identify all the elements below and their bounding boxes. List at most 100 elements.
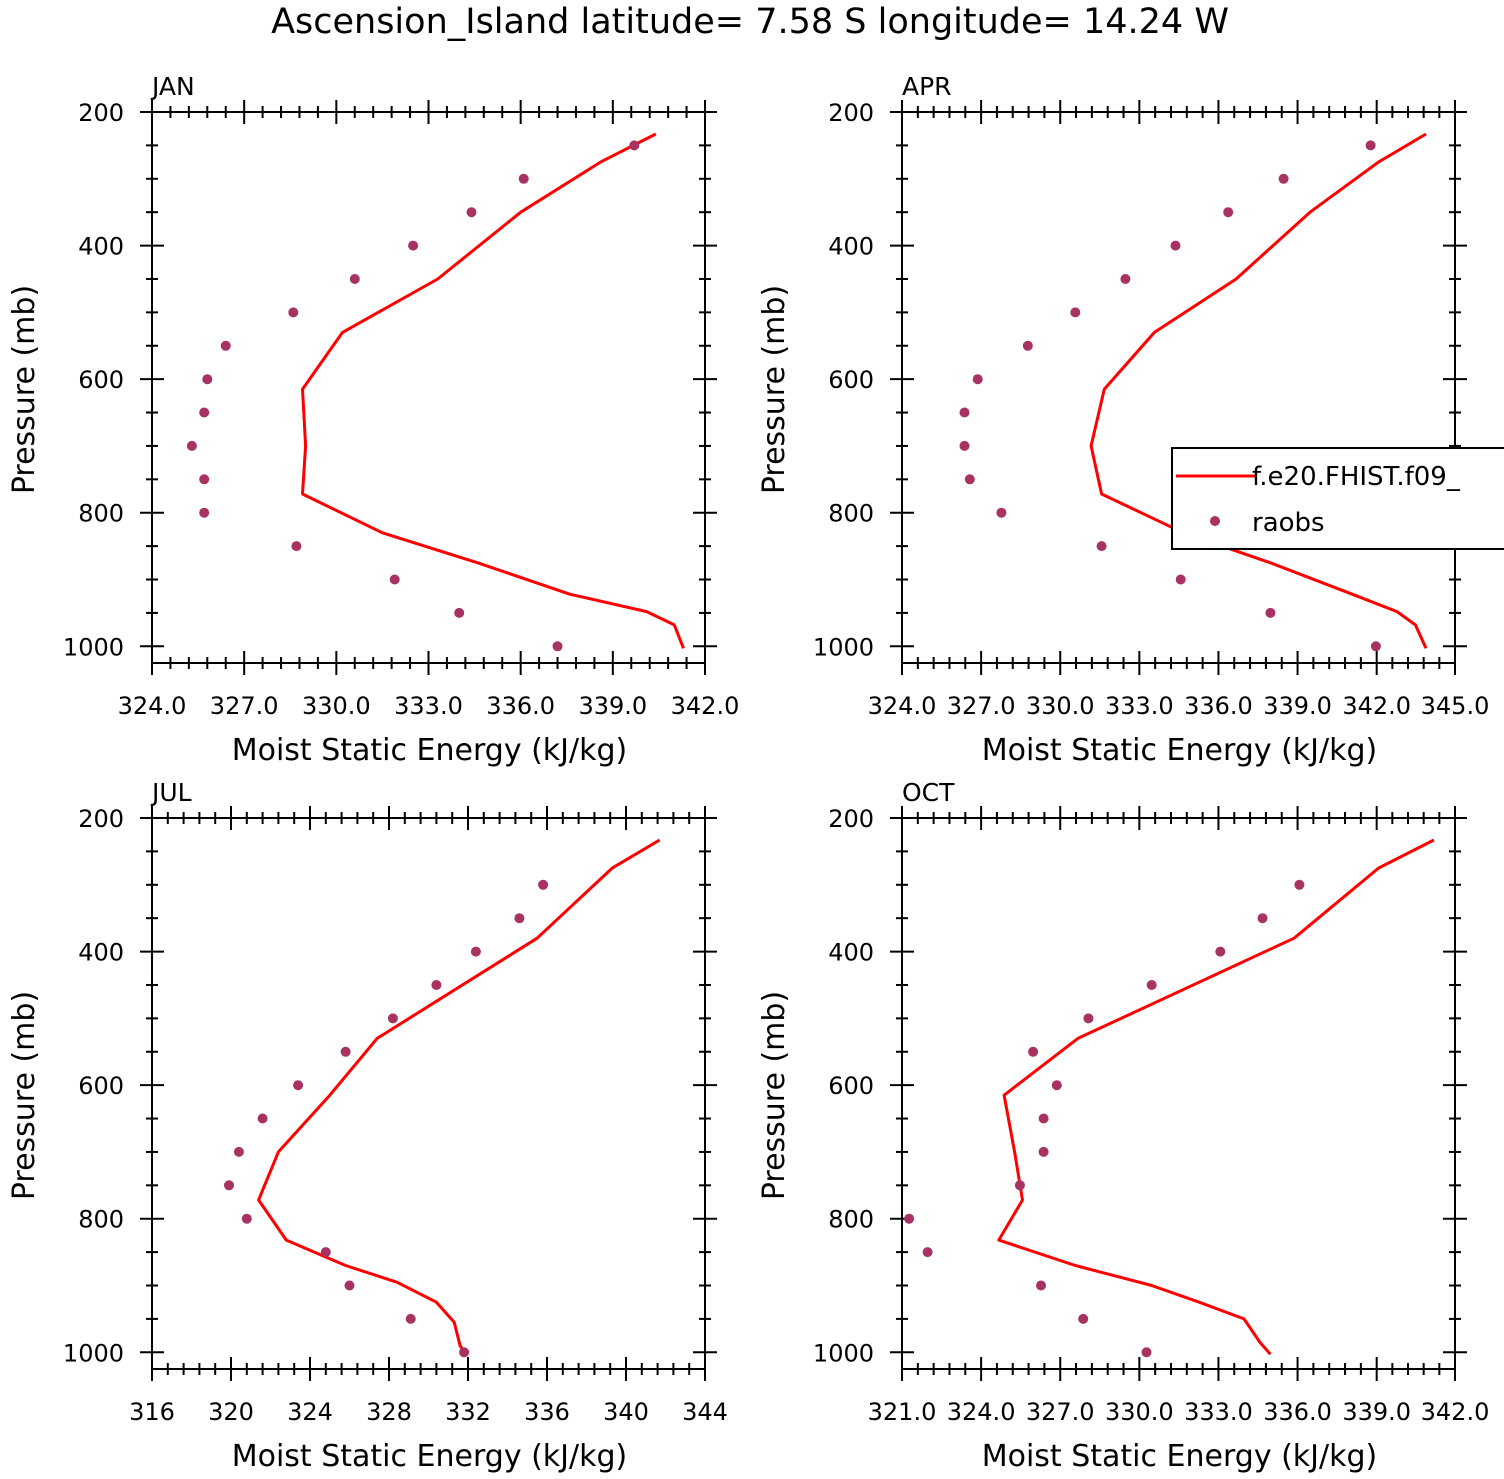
raobs-point (257, 1113, 268, 1124)
x-tick-label: 342.0 (1421, 1398, 1490, 1426)
raobs-point (199, 507, 210, 518)
raobs-point (1036, 1280, 1046, 1291)
legend: f.e20.FHIST.f09_ raobs (1171, 447, 1504, 550)
y-tick-label: 1000 (63, 1339, 124, 1367)
y-tick-label: 800 (828, 500, 874, 528)
raobs-point (629, 140, 640, 151)
raobs-point (340, 1046, 351, 1057)
raobs-point (389, 574, 400, 585)
raobs-point (1278, 173, 1289, 184)
x-axis-title: Moist Static Energy (kJ/kg) (232, 733, 628, 768)
y-tick-label: 400 (828, 939, 874, 967)
y-tick-label: 600 (828, 1072, 874, 1100)
x-tick-label: 342.0 (1342, 692, 1411, 720)
raobs-point (186, 440, 197, 451)
x-tick-label: 333.0 (1184, 1398, 1253, 1426)
raobs-point (1014, 1180, 1025, 1191)
legend-marker-swatch (1210, 516, 1220, 526)
x-tick-label: 336.0 (486, 692, 555, 720)
raobs-point (459, 1347, 470, 1358)
x-tick-label: 327.0 (947, 692, 1016, 720)
x-tick-label: 344 (682, 1398, 728, 1426)
x-tick-label: 324.0 (947, 1398, 1016, 1426)
x-tick-label: 330.0 (1026, 692, 1095, 720)
raobs-point (959, 440, 970, 451)
raobs-point (224, 1180, 234, 1191)
raobs-point (1120, 274, 1131, 284)
raobs-point (1038, 1113, 1049, 1124)
raobs-point (405, 1313, 416, 1324)
raobs-point (199, 407, 210, 418)
raobs-point (454, 607, 465, 618)
y-tick-label: 800 (828, 1206, 874, 1234)
raobs-point (1365, 140, 1376, 151)
y-tick-label: 600 (828, 366, 874, 394)
legend-box (1171, 447, 1504, 550)
raobs-point (291, 541, 302, 552)
x-tick-label: 339.0 (1342, 1398, 1411, 1426)
chart-title: Ascension_Island latitude= 7.58 S longit… (271, 2, 1229, 42)
y-tick-label: 400 (78, 939, 124, 967)
panel-oct: OCT 200 400 600 800 1000 321.0 324.0 327.0 330.0 3… (757, 778, 1489, 1474)
raobs-point (964, 474, 975, 485)
y-tick-label: 600 (78, 1072, 124, 1100)
panel-jan: JAN 200 400 600 800 1000 324.0 327.0 330.0 333.0 3… (7, 72, 739, 768)
panel-title: JAN (150, 72, 195, 101)
x-tick-label: 327.0 (1026, 1398, 1095, 1426)
x-tick-label: 333.0 (1105, 692, 1174, 720)
panel-apr: APR 200 400 600 800 1000 324.0 327.0 330.0 333.0 3… (757, 72, 1489, 768)
y-tick-label: 1000 (813, 633, 874, 661)
x-tick-label: 324.0 (868, 692, 937, 720)
y-tick-label: 200 (78, 805, 124, 833)
raobs-point (220, 340, 231, 351)
raobs-point (1083, 1013, 1094, 1024)
raobs-point (1370, 641, 1381, 652)
panel-title: APR (902, 72, 952, 101)
raobs-point (1294, 879, 1305, 890)
model-series-line (1089, 132, 1428, 649)
raobs-point (408, 240, 419, 251)
panel-jul: JUL 200 400 600 800 1000 316 320 324 328 332 336 340… (7, 778, 728, 1474)
raobs-point (972, 374, 983, 385)
raobs-point (1223, 207, 1234, 218)
x-tick-label: 345.0 (1421, 692, 1490, 720)
raobs-point (1170, 240, 1181, 251)
x-tick-label: 340 (603, 1398, 649, 1426)
panel-title: JUL (150, 778, 192, 807)
y-tick-label: 1000 (813, 1339, 874, 1367)
plot-frame (151, 111, 706, 664)
raobs-point (1038, 1146, 1049, 1157)
y-tick-label: 800 (78, 1206, 124, 1234)
y-axis-title: Pressure (mb) (757, 285, 792, 494)
raobs-point (288, 307, 299, 318)
x-axis-title: Moist Static Energy (kJ/kg) (232, 1439, 628, 1474)
raobs-point (1022, 340, 1033, 351)
raobs-point (199, 474, 210, 485)
x-tick-label: 339.0 (578, 692, 647, 720)
legend-label-model: f.e20.FHIST.f09_ (1252, 462, 1461, 492)
legend-label-obs: raobs (1252, 508, 1325, 538)
y-tick-label: 800 (78, 500, 124, 528)
x-tick-label: 316 (129, 1398, 175, 1426)
x-tick-label: 332 (445, 1398, 491, 1426)
raobs-point (1070, 307, 1081, 318)
raobs-point (293, 1080, 304, 1091)
raobs-point (1051, 1080, 1062, 1091)
raobs-point (387, 1013, 398, 1024)
raobs-point (431, 980, 442, 990)
x-tick-label: 336 (524, 1398, 570, 1426)
x-tick-label: 336.0 (1184, 692, 1253, 720)
raobs-point (904, 1213, 915, 1224)
y-tick-label: 200 (828, 99, 874, 127)
raobs-point (320, 1247, 331, 1258)
x-axis-title: Moist Static Energy (kJ/kg) (982, 733, 1378, 768)
x-tick-label: 324 (287, 1398, 333, 1426)
model-series-line (997, 838, 1435, 1356)
model-series-line (257, 838, 661, 1356)
y-tick-label: 400 (78, 233, 124, 261)
x-tick-label: 324.0 (118, 692, 187, 720)
x-tick-label: 330.0 (1105, 1398, 1174, 1426)
raobs-point (1096, 541, 1107, 552)
